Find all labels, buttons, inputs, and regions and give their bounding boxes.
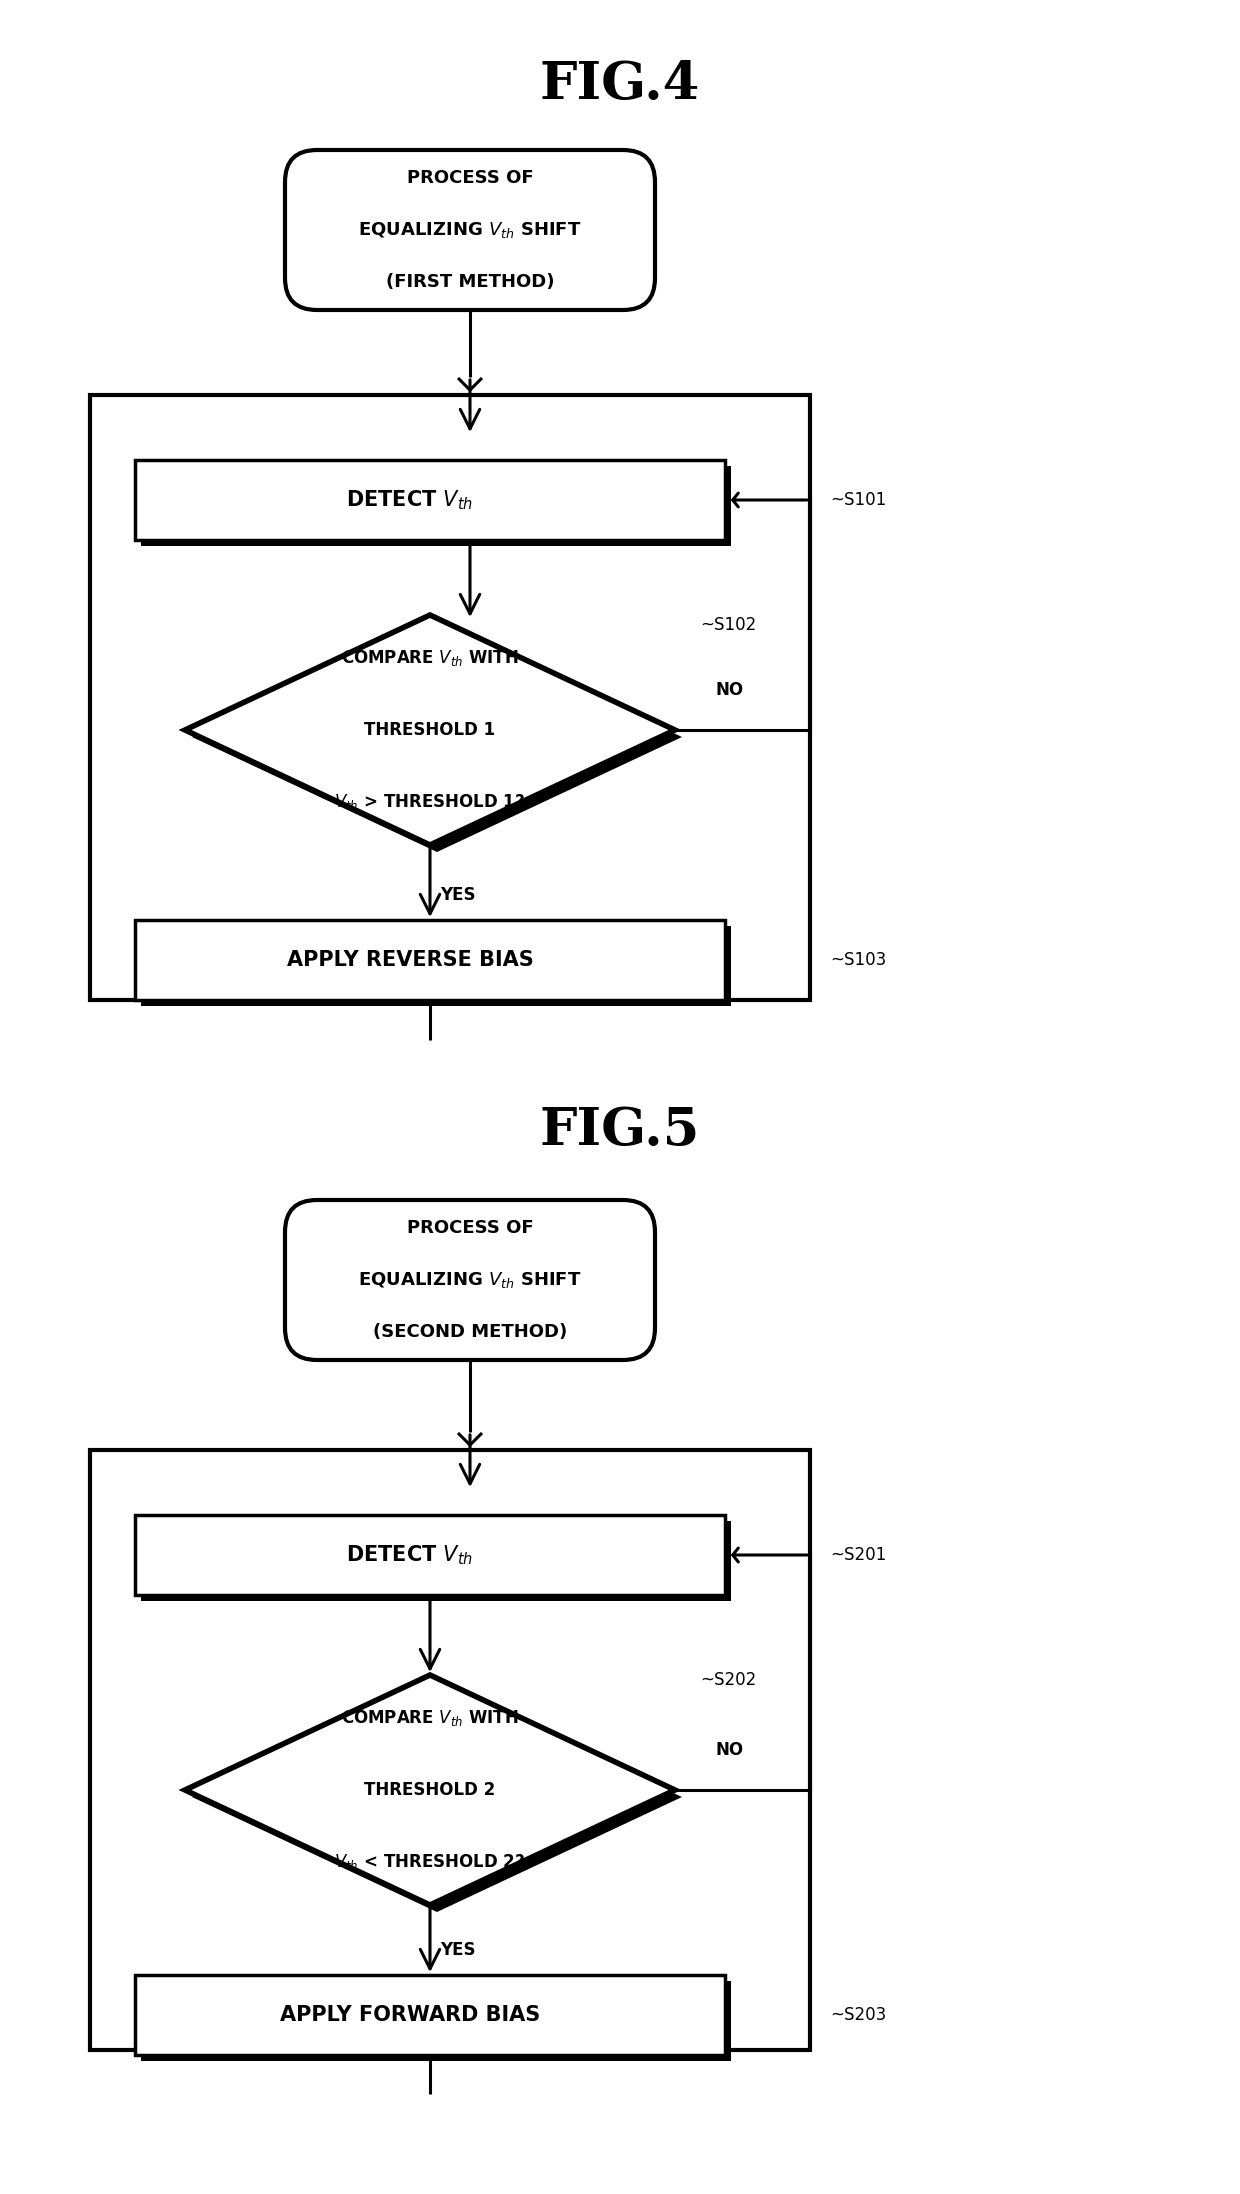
Text: THRESHOLD 1: THRESHOLD 1 xyxy=(365,722,496,739)
Text: EQUALIZING $V_{th}$ SHIFT: EQUALIZING $V_{th}$ SHIFT xyxy=(358,1270,582,1290)
Bar xyxy=(141,465,732,546)
Text: FIG.4: FIG.4 xyxy=(539,59,701,110)
Text: ~S103: ~S103 xyxy=(830,950,887,970)
FancyBboxPatch shape xyxy=(285,149,655,309)
Text: THRESHOLD 2: THRESHOLD 2 xyxy=(365,1782,496,1799)
Polygon shape xyxy=(185,614,675,845)
Text: ~S202: ~S202 xyxy=(701,1672,756,1689)
Text: $V_{th}$ < THRESHOLD 2?: $V_{th}$ < THRESHOLD 2? xyxy=(335,1852,526,1871)
Text: DETECT $V_{th}$: DETECT $V_{th}$ xyxy=(346,489,474,511)
Bar xyxy=(91,1450,810,2049)
Bar xyxy=(141,1981,732,2060)
Text: DETECT $V_{th}$: DETECT $V_{th}$ xyxy=(346,1542,474,1567)
Text: YES: YES xyxy=(440,886,475,904)
Text: EQUALIZING $V_{th}$ SHIFT: EQUALIZING $V_{th}$ SHIFT xyxy=(358,219,582,239)
Bar xyxy=(91,395,810,1000)
Text: ~S203: ~S203 xyxy=(830,2005,887,2025)
Text: (FIRST METHOD): (FIRST METHOD) xyxy=(386,272,554,292)
Text: (SECOND METHOD): (SECOND METHOD) xyxy=(373,1323,567,1341)
Bar xyxy=(135,461,725,540)
Text: PROCESS OF: PROCESS OF xyxy=(407,169,533,186)
Bar xyxy=(135,1516,725,1595)
Text: APPLY FORWARD BIAS: APPLY FORWARD BIAS xyxy=(280,2005,541,2025)
Text: ~S101: ~S101 xyxy=(830,491,887,509)
Text: $V_{th}$ > THRESHOLD 1?: $V_{th}$ > THRESHOLD 1? xyxy=(335,792,526,812)
Text: FIG.5: FIG.5 xyxy=(539,1104,701,1156)
FancyBboxPatch shape xyxy=(285,1200,655,1360)
Polygon shape xyxy=(185,1674,675,1904)
Text: COMPARE $V_{th}$ WITH: COMPARE $V_{th}$ WITH xyxy=(341,1707,518,1729)
Text: PROCESS OF: PROCESS OF xyxy=(407,1220,533,1237)
Text: APPLY REVERSE BIAS: APPLY REVERSE BIAS xyxy=(286,950,533,970)
Text: ~S201: ~S201 xyxy=(830,1547,887,1564)
Text: YES: YES xyxy=(440,1942,475,1959)
Text: ~S102: ~S102 xyxy=(701,617,756,634)
Polygon shape xyxy=(192,1683,682,1911)
Text: COMPARE $V_{th}$ WITH: COMPARE $V_{th}$ WITH xyxy=(341,647,518,667)
Text: NO: NO xyxy=(715,680,744,700)
Bar xyxy=(141,926,732,1007)
Polygon shape xyxy=(192,623,682,851)
Bar xyxy=(135,919,725,1000)
Bar xyxy=(141,1520,732,1602)
Text: NO: NO xyxy=(715,1742,744,1760)
Bar xyxy=(135,1975,725,2056)
